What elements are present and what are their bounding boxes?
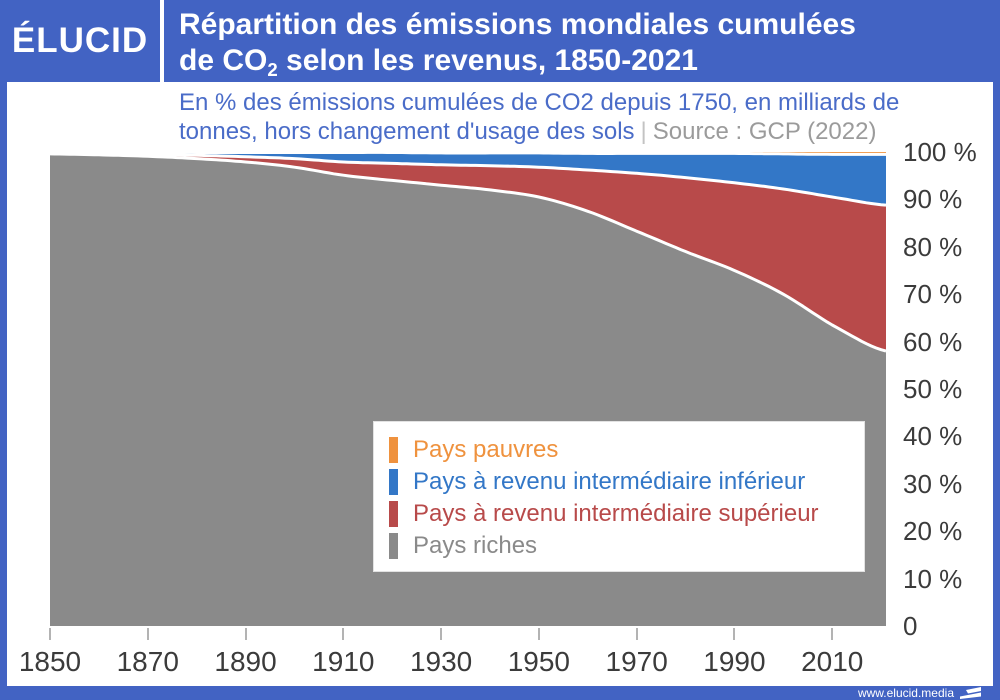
chart-title-line2: de CO2 selon les revenus, 1850-2021 [179,44,698,80]
chart-title: Répartition des émissions mondiales cumu… [179,7,856,82]
x-axis-label: 2010 [801,646,864,677]
chart-subtitle: En % des émissions cumulées de CO2 depui… [179,88,899,146]
legend-item-revenu-superieur: Pays à revenu intermédiaire supérieur [389,498,864,530]
legend-item-pays-pauvres: Pays pauvres [389,434,864,466]
legend-label: Pays riches [413,532,538,559]
x-axis-tick [831,628,834,640]
x-axis-tick [440,628,443,640]
y-axis-label: 10 % [903,563,963,594]
header-divider [160,0,164,82]
x-axis-tick [49,628,51,640]
legend: Pays pauvres Pays à revenu intermédiaire… [373,421,865,572]
y-axis-label: 40 % [903,421,963,452]
website-url: www.elucid.media [857,686,954,700]
x-axis-label: 1870 [116,646,179,677]
legend-label: Pays pauvres [413,436,559,463]
x-axis-label: 1950 [507,646,571,677]
subtitle-line2: tonnes, hors changement d'usage des sols [179,118,635,145]
y-axis-label: 90 % [903,184,963,215]
y-axis-label: 100 % [903,137,977,167]
y-axis-label: 0 [903,611,918,641]
y-axis-label: 50 % [903,374,963,404]
x-axis-tick [537,628,540,640]
area-revenu-superieur [50,152,886,352]
legend-item-revenu-inferieur: Pays à revenu intermédiaire inférieur [389,466,864,498]
area-revenu-inferieur [50,152,886,206]
y-axis-label: 30 % [903,468,963,499]
x-axis-tick [733,628,736,640]
legend-swatch-revenu-inferieur [389,469,398,495]
y-axis-label: 20 % [903,516,963,547]
x-axis-tick [146,628,149,640]
legend-swatch-pays-pauvres [389,437,398,463]
footer-bar: www.elucid.media [0,686,1000,700]
source-label: Source : GCP (2022) [652,118,877,145]
legend-swatch-pays-riches [389,533,398,559]
x-axis-tick [244,628,247,640]
right-border-strip [993,82,1000,700]
header-banner: ÉLUCID Répartition des émissions mondial… [0,0,1000,82]
co2-subscript: 2 [267,59,278,80]
boundary-revenu-inferieur [50,150,886,156]
x-axis-label: 1910 [312,646,375,677]
x-axis-label: 1850 [18,646,82,677]
x-axis-label: 1890 [214,646,277,677]
x-axis-tick [635,628,638,640]
left-border-strip [0,82,7,700]
x-axis-label: 1930 [409,646,473,677]
subtitle-separator: | [640,118,647,145]
x-axis-label: 1990 [703,646,766,677]
elucid-logo: ÉLUCID [11,21,149,60]
legend-label: Pays à revenu intermédiaire inférieur [413,468,806,495]
boundary-riches [49,152,887,353]
y-axis-label: 70 % [903,279,963,310]
subtitle-line1: En % des émissions cumulées de CO2 depui… [179,89,900,116]
legend-swatch-revenu-superieur [389,501,398,527]
boundary-revenu-superieur [49,151,887,207]
elucid-flag-icon [960,687,981,699]
legend-item-pays-riches: Pays riches [389,530,864,562]
x-axis-label: 1970 [605,646,668,677]
y-axis-label: 60 % [903,326,963,357]
chart-title-line1: Répartition des émissions mondiales cumu… [179,8,856,41]
x-axis-tick [342,628,345,640]
y-axis-label: 80 % [903,231,963,262]
legend-label: Pays à revenu intermédiaire supérieur [413,500,819,527]
